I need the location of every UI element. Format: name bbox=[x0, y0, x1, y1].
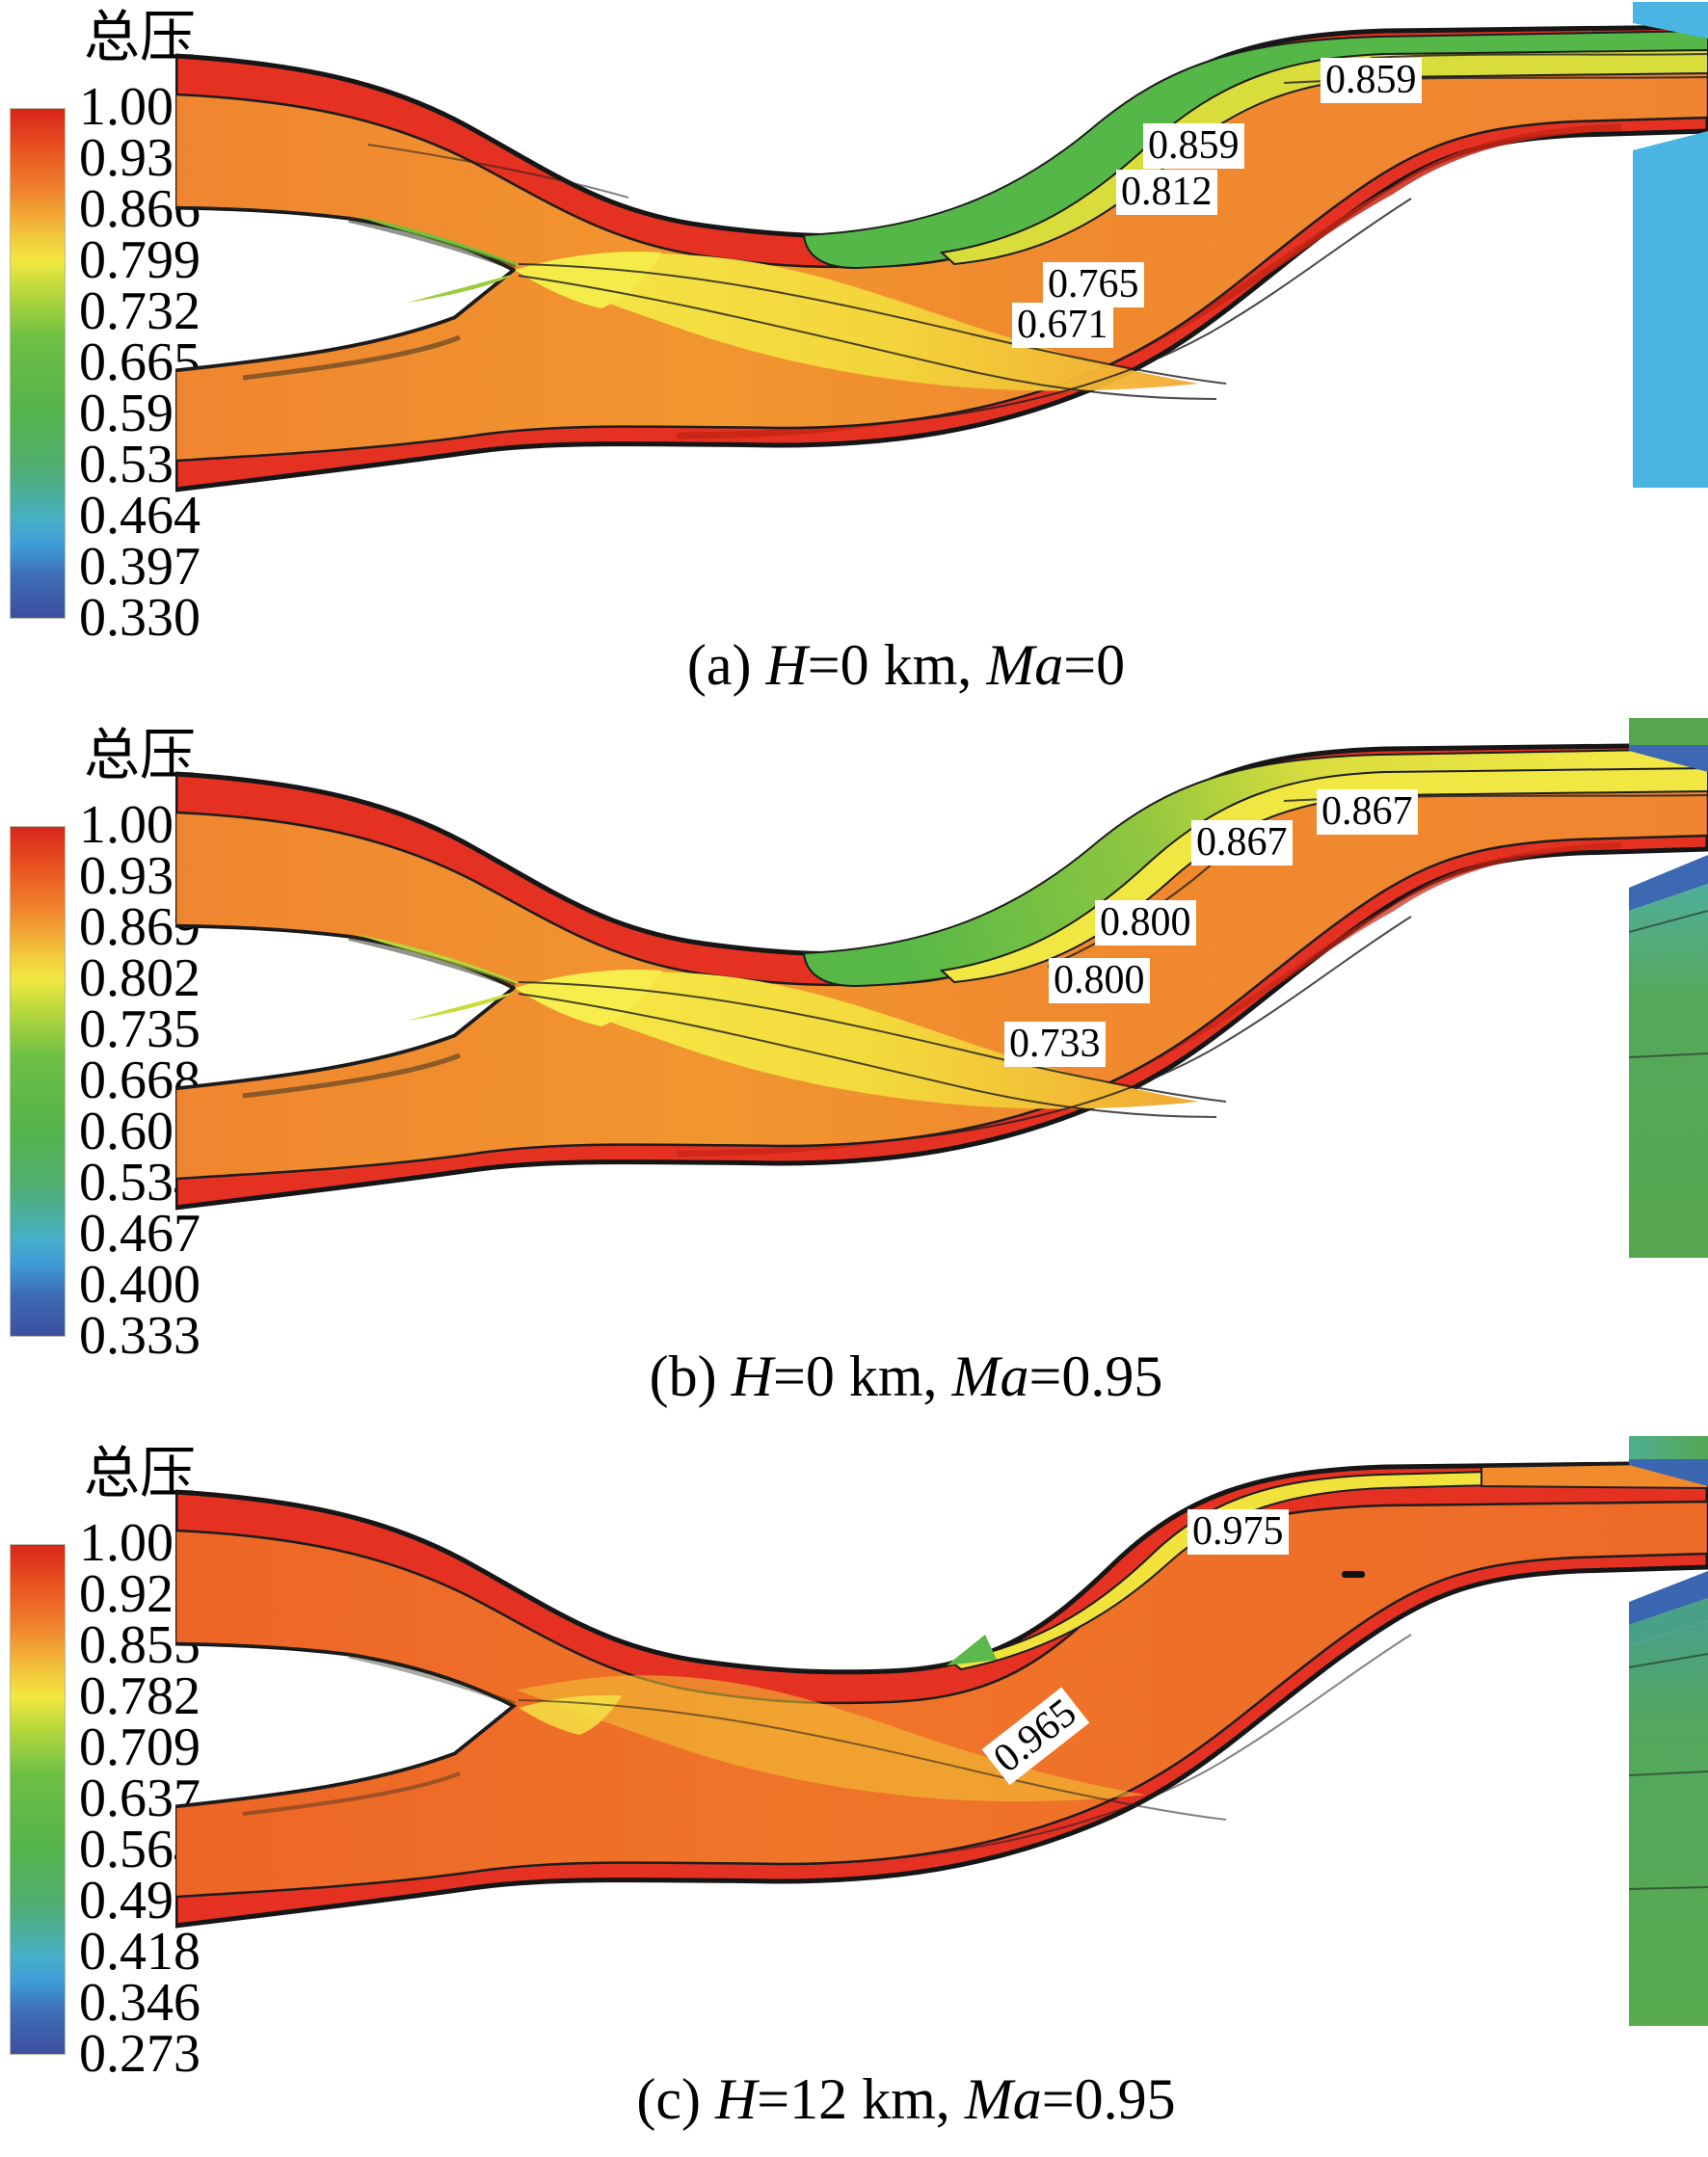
panel-a: 总压 1.000 0.933 0.866 0.799 0.732 0.665 0.598 0.… bbox=[0, 0, 1708, 645]
caption-Ma: Ma bbox=[951, 1345, 1029, 1408]
colorbar bbox=[10, 826, 66, 1337]
colorbar-tick: 0.735 bbox=[79, 999, 200, 1059]
external-blue-band bbox=[1629, 1571, 1708, 1625]
colorbar bbox=[10, 108, 66, 619]
colorbar-tick: 0.709 bbox=[79, 1718, 200, 1777]
colorbar-tick: 0.782 bbox=[79, 1666, 200, 1726]
caption-h-value: =0 km, bbox=[807, 633, 987, 697]
external-cowl-upper-blue bbox=[1629, 745, 1708, 772]
caption-index: (b) bbox=[649, 1345, 732, 1408]
contour-plot-b bbox=[175, 718, 1708, 1258]
external-cowl-upper-blue bbox=[1629, 1459, 1708, 1486]
external-cowl-upper bbox=[1629, 1436, 1708, 1459]
contour-plot-a bbox=[175, 2, 1708, 626]
colorbar bbox=[10, 1544, 66, 2055]
colorbar-tick: 0.799 bbox=[79, 230, 200, 290]
caption-H: H bbox=[714, 2067, 758, 2131]
external-column bbox=[1633, 131, 1708, 488]
caption-H: H bbox=[731, 1345, 773, 1408]
contour-label: 0.975 bbox=[1188, 1509, 1289, 1555]
separation-wedge-upper bbox=[947, 1635, 997, 1665]
caption-Ma: Ma bbox=[964, 2067, 1042, 2131]
caption-ma-value: =0.95 bbox=[1028, 1345, 1163, 1408]
caption-ma-value: =0.95 bbox=[1041, 2067, 1176, 2131]
contour-label: 0.867 bbox=[1317, 789, 1418, 835]
caption-c: (c) H=12 km, Ma=0.95 bbox=[104, 2061, 1708, 2138]
caption-index: (a) bbox=[686, 633, 766, 697]
caption-ma-value: =0 bbox=[1063, 633, 1126, 697]
external-teal-strip bbox=[1629, 1598, 1708, 1646]
colorbar-tick: 0.467 bbox=[79, 1204, 200, 1264]
caption-b: (b) H=0 km, Ma=0.95 bbox=[104, 1338, 1708, 1415]
caption-index: (c) bbox=[636, 2067, 715, 2131]
panel-b: 总压 1.000 0.936 0.869 0.802 0.735 0.668 0.601 0.… bbox=[0, 718, 1708, 1363]
colorbar-tick: 0.418 bbox=[79, 1922, 200, 1982]
caption-a: (a) H=0 km, Ma=0 bbox=[104, 626, 1708, 704]
external-blue-band bbox=[1629, 855, 1708, 911]
contour-label: 0.859 bbox=[1321, 58, 1422, 103]
caption-h-value: =12 km, bbox=[757, 2067, 965, 2131]
contour-plot-c bbox=[175, 1436, 1708, 2026]
caption-Ma: Ma bbox=[986, 633, 1064, 697]
contour-label: 0.800 bbox=[1095, 900, 1196, 945]
contour-label: 0.765 bbox=[1043, 262, 1144, 307]
colorbar-tick: 0.273 bbox=[79, 2024, 200, 2084]
contour-label: 0.812 bbox=[1116, 170, 1217, 215]
external-column bbox=[1629, 884, 1708, 1258]
colorbar-tick: 0.464 bbox=[79, 486, 200, 546]
colorbar-tick: 0.346 bbox=[79, 1973, 200, 2033]
panel-c: 总压 1.000 0.927 0.855 0.782 0.709 0.637 0.564 0.… bbox=[0, 1436, 1708, 2081]
caption-H: H bbox=[765, 633, 808, 697]
colorbar-tick: 0.400 bbox=[79, 1255, 200, 1315]
contour-label: 0.867 bbox=[1191, 820, 1293, 865]
contour-label: 0.859 bbox=[1143, 123, 1244, 169]
caption-h-value: =0 km, bbox=[772, 1345, 952, 1408]
contour-dash bbox=[1342, 1571, 1365, 1578]
external-cowl-upper bbox=[1629, 718, 1708, 745]
contour-label: 0.733 bbox=[1004, 1022, 1106, 1067]
contour-label: 0.671 bbox=[1012, 303, 1113, 348]
colorbar-legend-c: 总压 1.000 0.927 0.855 0.782 0.709 0.637 0.564 0.… bbox=[0, 1436, 222, 2081]
colorbar-tick: 0.330 bbox=[79, 588, 200, 648]
colorbar-legend-b: 总压 1.000 0.936 0.869 0.802 0.735 0.668 0.601 0.… bbox=[0, 718, 222, 1363]
colorbar-tick: 0.802 bbox=[79, 948, 200, 1008]
external-cowl-upper bbox=[1633, 2, 1708, 39]
contour-label: 0.800 bbox=[1049, 958, 1150, 1003]
colorbar-tick: 0.397 bbox=[79, 537, 200, 597]
colorbar-tick: 0.333 bbox=[79, 1306, 200, 1366]
colorbar-tick: 0.732 bbox=[79, 281, 200, 341]
external-column bbox=[1629, 1621, 1708, 2026]
